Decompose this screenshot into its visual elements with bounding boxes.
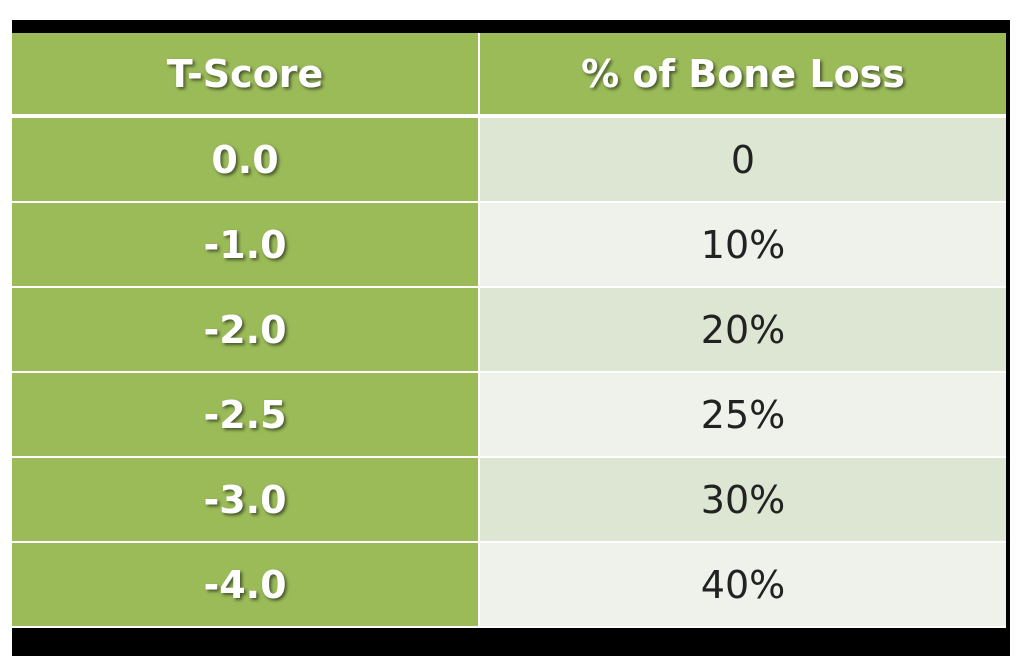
table: T-Score% of Bone Loss 0.0 0 -1.0 10% -2.0 20% -… xyxy=(12,33,1006,628)
bone-loss-cell: 20% xyxy=(480,288,1006,373)
bottom-border xyxy=(12,628,1008,656)
t-score-cell: -2.0 xyxy=(12,288,480,373)
t-score-cell: -2.5 xyxy=(12,373,480,458)
bone-loss-cell: 30% xyxy=(480,458,1006,543)
bone-loss-cell: 0 xyxy=(480,118,1006,203)
t-score-cell: -1.0 xyxy=(12,203,480,288)
t-score-cell: -4.0 xyxy=(12,543,480,628)
t-score-cell: -3.0 xyxy=(12,458,480,543)
t-score-cell: 0.0 xyxy=(12,118,480,203)
header-cell: % of Bone Loss xyxy=(480,33,1006,118)
top-border xyxy=(12,20,1008,33)
right-border xyxy=(1006,20,1010,656)
bone-loss-cell: 25% xyxy=(480,373,1006,458)
bone-loss-cell: 10% xyxy=(480,203,1006,288)
header-cell: T-Score xyxy=(12,33,480,118)
bone-loss-cell: 40% xyxy=(480,543,1006,628)
